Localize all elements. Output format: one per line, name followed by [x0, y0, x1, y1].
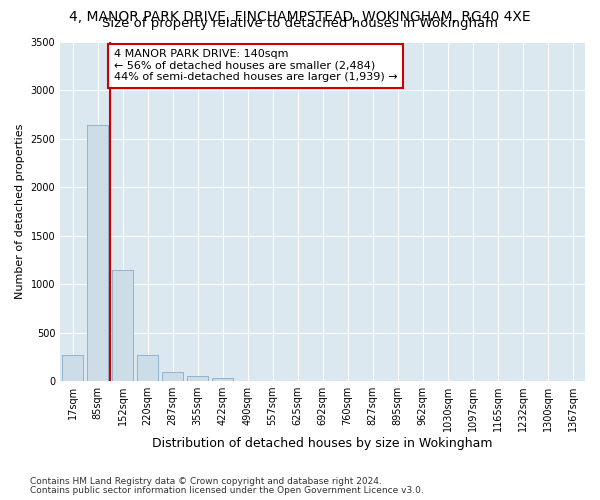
Text: 4, MANOR PARK DRIVE, FINCHAMPSTEAD, WOKINGHAM, RG40 4XE: 4, MANOR PARK DRIVE, FINCHAMPSTEAD, WOKI…: [69, 10, 531, 24]
Text: Size of property relative to detached houses in Wokingham: Size of property relative to detached ho…: [102, 18, 498, 30]
Bar: [62, 355, 83, 381]
Bar: [212, 378, 233, 381]
Bar: [162, 372, 183, 381]
Y-axis label: Number of detached properties: Number of detached properties: [15, 124, 25, 299]
Text: Contains HM Land Registry data © Crown copyright and database right 2024.: Contains HM Land Registry data © Crown c…: [30, 477, 382, 486]
X-axis label: Distribution of detached houses by size in Wokingham: Distribution of detached houses by size …: [152, 437, 493, 450]
Bar: [137, 355, 158, 381]
Bar: [87, 125, 108, 381]
Text: 4 MANOR PARK DRIVE: 140sqm
← 56% of detached houses are smaller (2,484)
44% of s: 4 MANOR PARK DRIVE: 140sqm ← 56% of deta…: [114, 50, 398, 82]
Text: Contains public sector information licensed under the Open Government Licence v3: Contains public sector information licen…: [30, 486, 424, 495]
Bar: [112, 270, 133, 381]
Bar: [187, 376, 208, 381]
